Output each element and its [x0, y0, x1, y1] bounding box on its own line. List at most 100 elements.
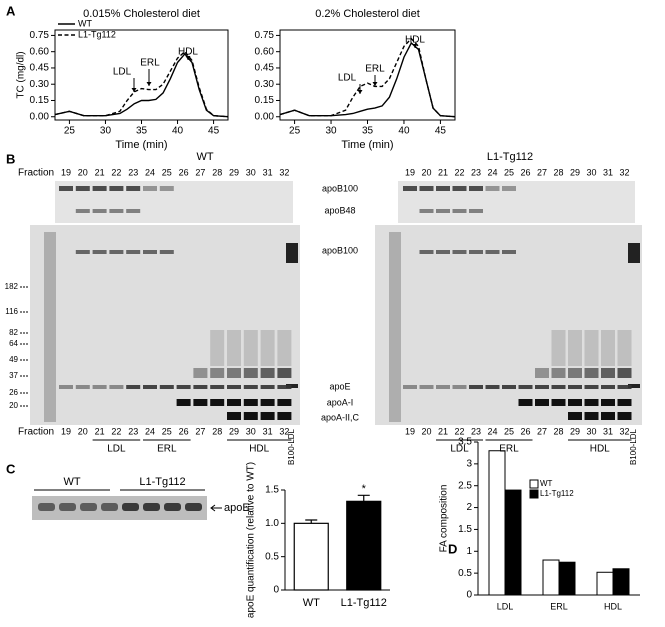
- gel-band: [243, 368, 258, 378]
- annotation: HDL: [178, 47, 198, 58]
- plot-frame: [279, 29, 456, 121]
- gel-band: [193, 399, 208, 406]
- blot-band: [485, 186, 500, 191]
- sds-gel: [375, 225, 642, 425]
- y-tick-label: 0.30: [255, 79, 275, 90]
- gel-band: [92, 385, 107, 389]
- fraction-label: Fraction: [18, 427, 54, 438]
- x-tick-label: 25: [289, 126, 301, 137]
- fraction-number: 19: [405, 426, 415, 436]
- gel-band: [159, 250, 174, 254]
- fraction-number: 25: [504, 167, 514, 177]
- arrow-head: [412, 44, 418, 48]
- blot-band: [452, 186, 467, 191]
- western-blot: [55, 181, 293, 223]
- annotation: ERL: [365, 64, 385, 75]
- x-axis-label: Time (min): [115, 139, 167, 151]
- bar: [596, 571, 614, 596]
- y-tick-label: 0.00: [255, 111, 275, 122]
- gel-band: [92, 250, 107, 254]
- gel-band: [551, 399, 566, 406]
- fraction-number: 27: [195, 167, 205, 177]
- gel-band: [210, 368, 225, 378]
- gel-band: [568, 399, 582, 406]
- bar: [504, 489, 522, 596]
- ladder-lane: [44, 232, 56, 422]
- gel-band: [277, 385, 292, 389]
- y-tick-label: 1.5: [458, 524, 472, 535]
- x-tick-label: 35: [136, 126, 148, 137]
- gel-band: [260, 412, 275, 420]
- fraction-number: 31: [603, 167, 613, 177]
- legend-label: L1-Tg112: [540, 489, 574, 498]
- gel-band: [176, 399, 191, 406]
- standard-lane: [286, 243, 298, 263]
- bar: [612, 568, 630, 596]
- blot-group: WT: [63, 476, 80, 488]
- gel-band: [260, 399, 275, 406]
- blot-band: [38, 503, 55, 511]
- y-tick-label: 0.45: [255, 63, 275, 74]
- fraction-number: 28: [212, 167, 222, 177]
- gel-band: [601, 385, 615, 389]
- x-tick-label: ERL: [550, 601, 568, 611]
- fraction-number: 30: [586, 167, 596, 177]
- blot-band: [59, 503, 76, 511]
- fraction-number: 28: [553, 167, 563, 177]
- y-tick-label: 0.75: [255, 30, 275, 41]
- error-bar: [357, 494, 370, 502]
- gel-band: [159, 385, 174, 389]
- blot-band: [109, 186, 124, 191]
- blot-band-label: apoE: [224, 502, 250, 514]
- gel-band: [518, 399, 533, 406]
- gel-band: [227, 399, 241, 406]
- fraction-number: 25: [162, 167, 172, 177]
- standard-label: B100-LDL: [629, 428, 638, 465]
- x-tick-label: 40: [172, 126, 184, 137]
- y-tick-label: 0.75: [30, 30, 50, 41]
- significance: *: [362, 483, 367, 495]
- blot-band: [436, 209, 450, 213]
- western-blot: [398, 181, 635, 223]
- gel-band: [584, 399, 599, 406]
- y-tick-label: 0.45: [30, 63, 50, 74]
- gel-band: [143, 385, 157, 389]
- panel-letter: B: [6, 151, 15, 166]
- gel-title: WT: [196, 151, 213, 163]
- chart-title: 0.015% Cholesterol diet: [83, 8, 200, 20]
- fraction-number: 30: [246, 167, 256, 177]
- gel-band: [210, 385, 225, 389]
- blot-band: [101, 503, 118, 511]
- legend-label: L1-Tg112: [78, 29, 116, 39]
- band-label: apoA-II,C: [321, 412, 360, 422]
- gel-band: [126, 385, 141, 389]
- fraction-number: 26: [520, 167, 530, 177]
- fraction-number: 30: [586, 426, 596, 436]
- y-axis-label: TC (mg/dl): [16, 51, 27, 98]
- blot-band: [419, 209, 434, 213]
- band-label: apoB100: [322, 245, 358, 255]
- standard-lane: [628, 243, 640, 263]
- fraction-number: 21: [438, 167, 448, 177]
- y-tick-label: 3: [466, 458, 472, 469]
- bar: [346, 500, 382, 591]
- gel-smear: [601, 330, 615, 366]
- fraction-number: 32: [619, 426, 629, 436]
- y-axis-label: apoE quantification (relative to WT): [246, 462, 257, 618]
- y-tick-label: 0.60: [30, 46, 50, 57]
- fraction-number: 23: [471, 426, 481, 436]
- fraction-number: 27: [195, 426, 205, 436]
- y-tick-label: 0.30: [30, 79, 50, 90]
- y-tick-label: 1: [466, 546, 472, 557]
- gel-band: [193, 385, 208, 389]
- arrow-head: [372, 82, 378, 86]
- gel-band: [551, 368, 566, 378]
- y-tick-label: 0.15: [30, 95, 50, 106]
- blot-band: [122, 503, 139, 511]
- blot-band: [126, 209, 141, 213]
- standard-label: B100-LDL: [287, 428, 296, 465]
- x-tick-label: HDL: [604, 601, 622, 611]
- fraction-number: 27: [537, 426, 547, 436]
- gel-band: [452, 250, 467, 254]
- blot-band: [159, 186, 174, 191]
